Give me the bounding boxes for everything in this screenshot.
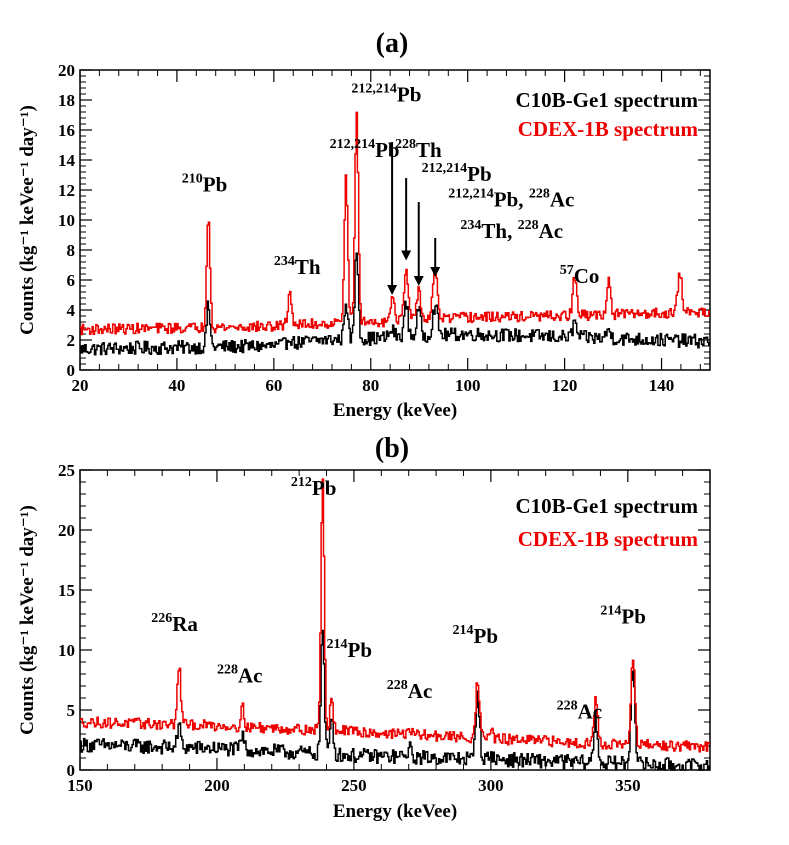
isotope-label: 226Ra [151, 611, 198, 636]
panel-b-legend-c10b: C10B-Ge1 spectrum [515, 494, 698, 518]
peak-arrow [413, 202, 424, 286]
y-tick-label: 15 [58, 581, 75, 600]
isotope-label: 214Pb [327, 637, 373, 662]
panel-b-title: (b) [375, 433, 409, 464]
x-tick-label: 140 [649, 376, 675, 395]
y-tick-label: 12 [58, 181, 75, 200]
isotope-label: 234Th [274, 254, 321, 279]
panel-a-legend-c10b: C10B-Ge1 spectrum [515, 88, 698, 112]
panel-b-spectra [80, 478, 710, 771]
isotope-label: 214Pb [453, 623, 499, 648]
panel-a-arrows [387, 142, 441, 295]
panel-a-legend-cdex1b: CDEX-1B spectrum [518, 117, 699, 141]
series-cdex-1b [80, 111, 710, 336]
panel-a-title: (a) [376, 28, 409, 59]
isotope-label: 228Th [395, 137, 442, 162]
peak-arrow [387, 142, 398, 295]
x-tick-label: 200 [204, 776, 230, 795]
series-cdex-1b [80, 478, 710, 753]
y-tick-label: 20 [58, 61, 75, 80]
panel-a-annotations: 210Pb234Th212,214Pb212,214Pb228Th212,214… [182, 82, 600, 289]
isotope-label: 212,214Pb [351, 82, 421, 107]
x-tick-label: 250 [341, 776, 367, 795]
isotope-label: 210Pb [182, 172, 228, 197]
x-tick-label: 120 [552, 376, 578, 395]
x-tick-label: 100 [455, 376, 481, 395]
series-c10b-ge1 [80, 629, 710, 771]
isotope-label: 212,214Pb [422, 161, 492, 186]
y-tick-label: 0 [67, 761, 76, 780]
x-tick-label: 40 [168, 376, 185, 395]
isotope-label: 228Ac [557, 698, 603, 723]
series-c10b-ge1 [80, 252, 710, 356]
y-tick-label: 14 [58, 151, 76, 170]
panel-b-ylabel: Counts (kg⁻¹ keVee⁻¹ day⁻¹) [17, 505, 38, 735]
isotope-label: 228Ac [217, 662, 263, 687]
panel-b-frame [79, 469, 711, 771]
y-tick-label: 10 [58, 211, 75, 230]
y-tick-label: 8 [67, 241, 76, 260]
y-tick-label: 16 [58, 121, 75, 140]
panel-a-ticks: 20 40 60 80 100 120 140 0 2 4 6 8 10 12 14 16 18 20 [58, 61, 710, 395]
panel-a: (a) 20 40 60 80 100 120 140 0 2 4 6 8 10 12 14 16 18 20 2… [17, 28, 711, 421]
y-tick-label: 0 [67, 361, 76, 380]
isotope-label: 214Pb [600, 604, 646, 629]
isotope-label: 57Co [560, 263, 600, 288]
isotope-label: 228Ac [387, 678, 433, 703]
x-tick-label: 300 [478, 776, 504, 795]
isotope-label: 212,214Pb, 228Ac [448, 187, 574, 212]
x-tick-label: 80 [362, 376, 379, 395]
y-tick-label: 4 [67, 301, 76, 320]
panel-b-annotations: 226Ra 228Ac 212Pb 214Pb 228Ac 214Pb 228Ac 214Pb [151, 475, 646, 723]
panel-b-legend-cdex1b: CDEX-1B spectrum [518, 527, 699, 551]
y-tick-label: 20 [58, 521, 75, 540]
y-tick-label: 2 [67, 331, 76, 350]
y-tick-label: 6 [67, 271, 76, 290]
panel-a-ylabel: Counts (kg⁻¹ keVee⁻¹ day⁻¹) [17, 105, 38, 335]
panel-b-ticks: 150 200 250 300 350 0 5 10 15 20 25 [58, 461, 710, 795]
y-tick-label: 25 [58, 461, 75, 480]
isotope-label: 212Pb [291, 475, 337, 500]
peak-arrow [430, 238, 441, 277]
peak-arrow [401, 178, 412, 261]
isotope-label: 212,214Pb [330, 137, 400, 162]
x-tick-label: 20 [72, 376, 89, 395]
x-tick-label: 60 [265, 376, 282, 395]
isotope-label: 234Th, 228Ac [460, 218, 563, 243]
x-tick-label: 150 [67, 776, 93, 795]
y-tick-label: 10 [58, 641, 75, 660]
y-tick-label: 18 [58, 91, 75, 110]
y-tick-label: 5 [67, 701, 76, 720]
panel-a-xlabel: Energy (keVee) [333, 400, 457, 421]
panel-a-spectra [80, 111, 710, 356]
panel-b: (b) 150 200 250 300 350 0 5 10 15 20 25 226Ra 228Ac… [17, 433, 711, 822]
panel-b-xlabel: Energy (keVee) [333, 801, 457, 822]
x-tick-label: 350 [615, 776, 641, 795]
